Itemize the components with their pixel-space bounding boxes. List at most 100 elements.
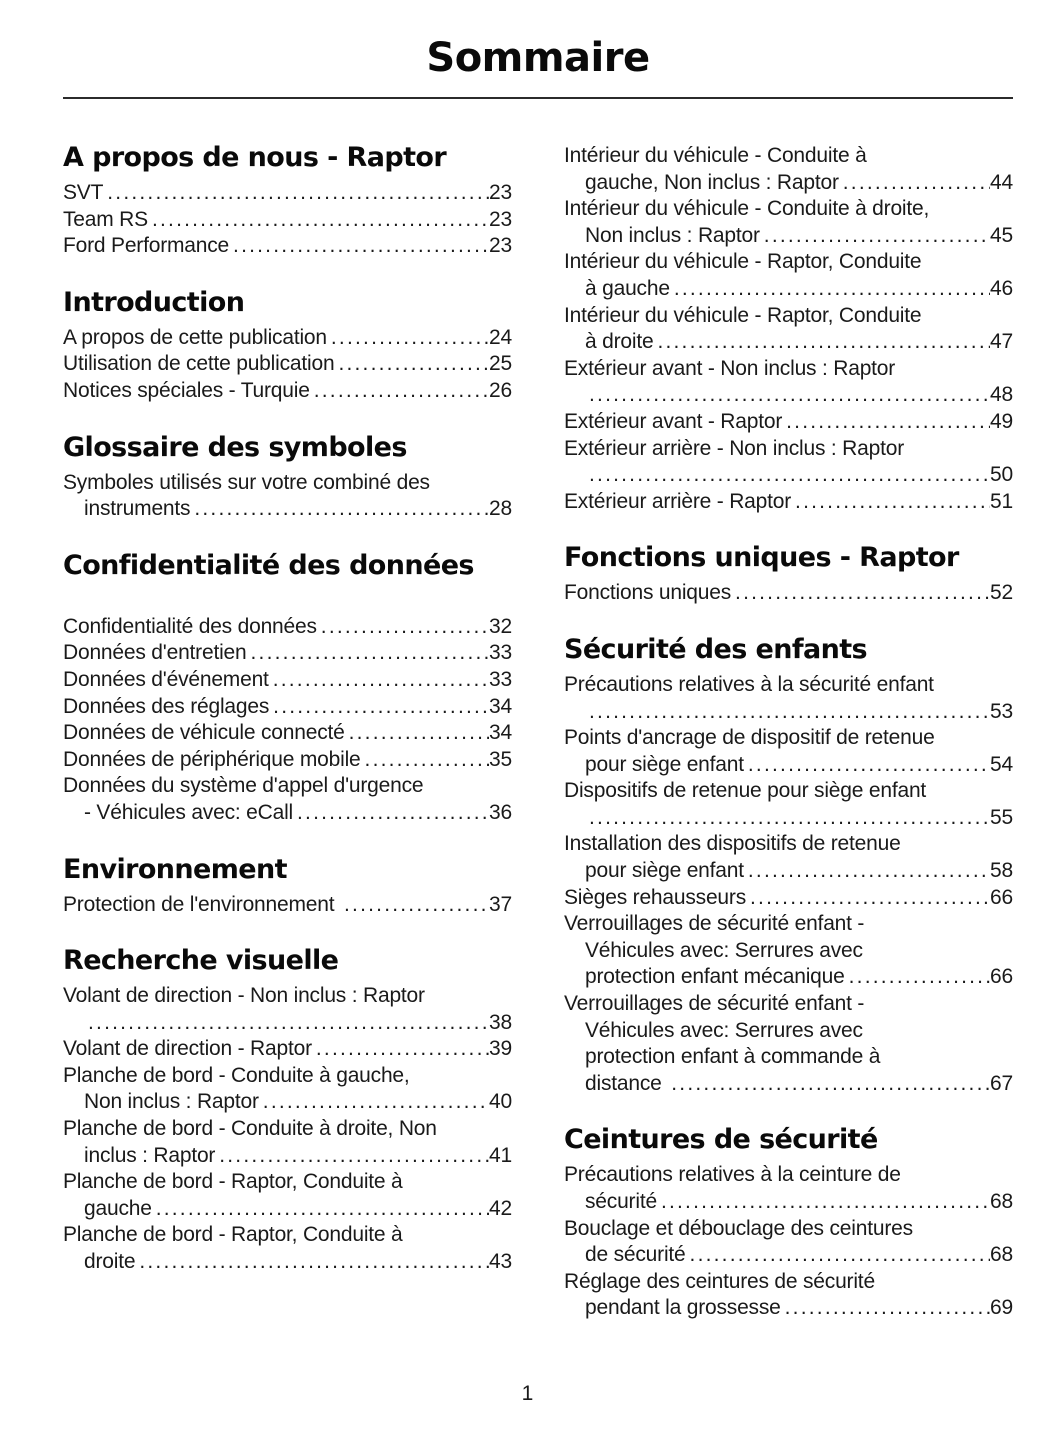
- dot-leader: ........................................…: [589, 805, 991, 829]
- toc-entry-line: Volant de direction - Non inclus : Rapto…: [63, 983, 512, 1010]
- entry-page-number: 45: [990, 223, 1013, 247]
- entry-page-number: 49: [990, 409, 1013, 433]
- toc-entry-line: Extérieur arrière - Non inclus : Raptor: [564, 436, 1013, 463]
- toc-entry: Données de périphérique mobile..........…: [63, 747, 512, 774]
- toc-entry-line: Planche de bord - Raptor, Conduite à: [63, 1222, 512, 1249]
- toc-entry: Verrouillages de sécurité enfant - Véhicu…: [564, 911, 1013, 991]
- toc-entry: A propos de cette publication...........…: [63, 325, 512, 352]
- toc-section: Fonctions uniques - Raptor Fonctions uniq…: [564, 543, 1013, 607]
- entry-page-number: 46: [990, 276, 1013, 300]
- entry-text: Fonctions uniques: [564, 581, 732, 605]
- entry-text: Extérieur arrière - Non inclus : Raptor: [564, 436, 904, 460]
- dot-leader: ........................................…: [848, 965, 990, 989]
- toc-entry: SVT.....................................…: [63, 180, 512, 207]
- entry-page-number: 67: [990, 1071, 1013, 1095]
- entry-text: pour siège enfant: [585, 859, 744, 883]
- entry-text: Notices spéciales - Turquie: [63, 378, 310, 402]
- toc-entry: Extérieur avant - Raptor................…: [564, 409, 1013, 436]
- dot-leader: ........................................…: [315, 1037, 489, 1061]
- toc-entry-line: Intérieur du véhicule - Conduite à droit…: [564, 196, 1013, 223]
- toc-entry-line: Notices spéciales - Turquie.............…: [63, 378, 512, 405]
- entry-text: Planche de bord - Raptor, Conduite à: [63, 1170, 403, 1194]
- toc-entry-line: Données d'entretien.....................…: [63, 640, 512, 667]
- entry-text: Véhicules avec: Serrures avec: [585, 938, 863, 962]
- toc-entry: Extérieur avant - Non inclus : Raptor...…: [564, 356, 1013, 409]
- toc-column-left: A propos de nous - Raptor SVT............…: [63, 143, 512, 1322]
- entry-text: Intérieur du véhicule - Conduite à: [564, 144, 867, 167]
- toc-entry-line: Données de périphérique mobile..........…: [63, 747, 512, 774]
- entry-page-number: 28: [489, 497, 512, 521]
- dot-leader: ........................................…: [194, 497, 489, 521]
- toc-entry: Confidentialité des données.............…: [63, 614, 512, 641]
- entry-text: Intérieur du véhicule - Raptor, Conduite: [564, 250, 922, 274]
- entry-text: Verrouillages de sécurité enfant -: [564, 912, 865, 936]
- entry-page-number: 34: [489, 694, 512, 718]
- toc-entry: Bouclage et débouclage des ceintures de s…: [564, 1216, 1013, 1269]
- toc-entry-line: à droite................................…: [564, 329, 1013, 356]
- toc-entry-line: pendant la grossesse....................…: [564, 1295, 1013, 1322]
- entry-text: à droite: [585, 330, 654, 354]
- toc-entry: Données du système d'appel d'urgence - Vé…: [63, 773, 512, 826]
- entry-text: Données du système d'appel d'urgence: [63, 774, 424, 798]
- toc-entry-line: Intérieur du véhicule - Raptor, Conduite: [564, 303, 1013, 330]
- section-heading: Glossaire des symboles: [63, 431, 407, 463]
- toc-entry-line: Véhicules avec: Serrures avec: [564, 1018, 1013, 1045]
- dot-leader: ........................................…: [273, 694, 490, 718]
- entry-page-number: 66: [990, 965, 1013, 989]
- toc-entry-line: Points d'ancrage de dispositif de retenu…: [564, 725, 1013, 752]
- toc-entry-line: Sièges rehausseurs......................…: [564, 885, 1013, 912]
- dot-leader: ........................................…: [784, 1296, 991, 1320]
- toc-entry-line: Ford Performance........................…: [63, 233, 512, 260]
- entry-text: Utilisation de cette publication: [63, 352, 335, 376]
- toc-entry: Planche de bord - Conduite à gauche, Non …: [63, 1063, 512, 1116]
- toc-entry-line: Team RS.................................…: [63, 207, 512, 234]
- entry-text: A propos de cette publication: [63, 325, 327, 349]
- toc-entry-line: à gauche................................…: [564, 276, 1013, 303]
- entry-text: Team RS: [63, 207, 148, 231]
- entry-page-number: 40: [489, 1090, 512, 1114]
- section-heading: Confidentialité des données: [63, 549, 474, 581]
- toc-entry-line: sécurité................................…: [564, 1189, 1013, 1216]
- toc-entry-line: ........................................…: [564, 805, 1013, 832]
- entry-text: Dispositifs de retenue pour siège enfant: [564, 779, 927, 803]
- toc-entry: Sièges rehausseurs......................…: [564, 885, 1013, 912]
- toc-entry-line: Données du système d'appel d'urgence: [63, 773, 512, 800]
- toc-entry: Données des réglages....................…: [63, 694, 512, 721]
- toc-entry: Données d'entretien.....................…: [63, 640, 512, 667]
- entry-page-number: 34: [489, 721, 512, 745]
- section-heading: A propos de nous - Raptor: [63, 143, 447, 173]
- entry-page-number: 35: [489, 747, 512, 771]
- entry-page-number: 68: [990, 1190, 1013, 1213]
- dot-leader: ........................................…: [671, 1071, 991, 1095]
- toc-entry: Données de véhicule connecté............…: [63, 720, 512, 747]
- toc-columns: A propos de nous - Raptor SVT............…: [63, 143, 1013, 1322]
- dot-leader: ........................................…: [689, 1243, 991, 1267]
- entry-page-number: 53: [990, 699, 1013, 723]
- toc-entry-line: Confidentialité des données.............…: [63, 614, 512, 641]
- dot-leader: ........................................…: [330, 325, 490, 349]
- toc-entry: Planche de bord - Raptor, Conduite à droi…: [63, 1222, 512, 1275]
- toc-entry: Précautions relatives à la ceinture de sé…: [564, 1162, 1013, 1215]
- dot-leader: ........................................…: [763, 223, 990, 247]
- toc-entry-line: Données de véhicule connecté............…: [63, 720, 512, 747]
- entry-text: Données d'entretien: [63, 641, 247, 665]
- header-divider: [63, 97, 1013, 99]
- dot-leader: ........................................…: [155, 1196, 489, 1220]
- toc-entry-line: Données des réglages....................…: [63, 694, 512, 721]
- page-header: Sommaire: [63, 36, 1013, 99]
- page-number: 1: [521, 1382, 534, 1405]
- toc-entry: Fonctions uniques.......................…: [564, 580, 1013, 607]
- dot-leader: ........................................…: [151, 207, 490, 231]
- toc-section: Ceintures de sécurité Précautions relativ…: [564, 1125, 1013, 1322]
- toc-section: Introduction A propos de cette publicatio…: [63, 287, 512, 405]
- toc-column-right: Intérieur du véhicule - Conduite à gauche…: [564, 143, 1013, 1322]
- toc-entry-line: Intérieur du véhicule - Raptor, Conduite: [564, 249, 1013, 276]
- toc-entry: Planche de bord - Conduite à droite, Non…: [63, 1116, 512, 1169]
- toc-entry: Volant de direction - Raptor............…: [63, 1036, 512, 1063]
- entry-page-number: 23: [489, 181, 512, 204]
- entry-page-number: 55: [990, 805, 1013, 829]
- dot-leader: ........................................…: [344, 892, 489, 916]
- dot-leader: ........................................…: [297, 800, 490, 824]
- dot-leader: ........................................…: [735, 581, 990, 605]
